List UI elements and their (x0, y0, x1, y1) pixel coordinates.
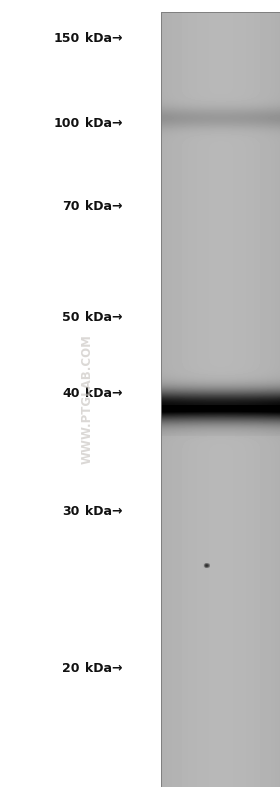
Text: 20: 20 (62, 662, 80, 675)
Text: 30: 30 (62, 505, 80, 518)
Text: 50: 50 (62, 311, 80, 324)
Text: 40: 40 (62, 387, 80, 400)
Text: WWW.PTGLAB.COM: WWW.PTGLAB.COM (80, 335, 93, 464)
Text: kDa→: kDa→ (85, 505, 123, 518)
Text: 100: 100 (53, 117, 80, 130)
Text: kDa→: kDa→ (85, 117, 123, 130)
Text: 70: 70 (62, 200, 80, 213)
Bar (161, 12, 280, 787)
Text: 150: 150 (53, 32, 80, 45)
Text: kDa→: kDa→ (85, 311, 123, 324)
Text: kDa→: kDa→ (85, 200, 123, 213)
Text: kDa→: kDa→ (85, 662, 123, 675)
Text: kDa→: kDa→ (85, 32, 123, 45)
Text: kDa→: kDa→ (85, 387, 123, 400)
